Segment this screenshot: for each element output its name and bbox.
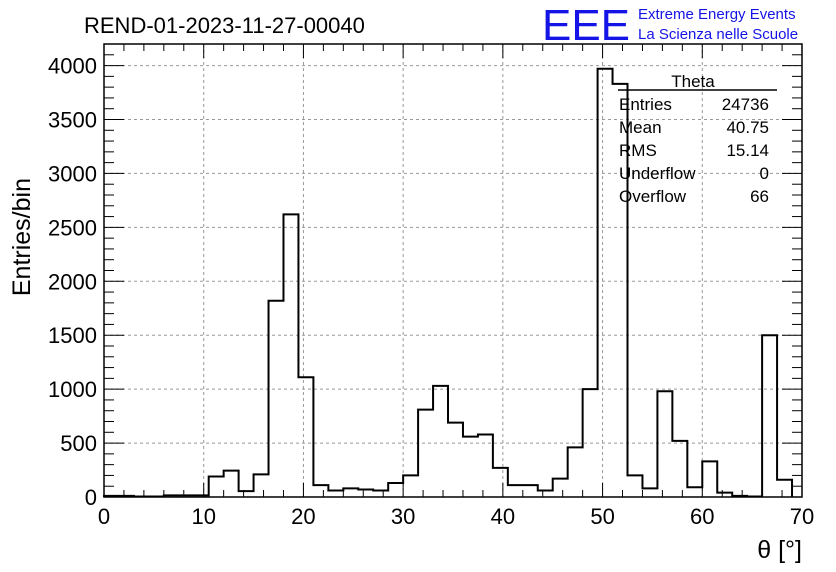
y-tick-label: 0 <box>85 485 97 510</box>
x-tick-label: 0 <box>98 504 110 529</box>
histogram-bin <box>403 475 418 497</box>
y-tick-label: 3500 <box>48 108 97 133</box>
stats-label-overflow: Overflow <box>619 187 687 206</box>
histogram-bin <box>702 461 717 497</box>
x-tick-label: 40 <box>491 504 515 529</box>
histogram-outline <box>103 67 794 498</box>
chart-title: REND-01-2023-11-27-00040 <box>84 13 365 38</box>
stats-label-mean: Mean <box>619 118 662 137</box>
histogram-bin <box>657 391 672 497</box>
histogram-bin <box>313 485 328 497</box>
grid <box>104 44 802 497</box>
y-tick-label: 1500 <box>48 323 97 348</box>
histogram-bin <box>687 487 702 497</box>
logo-line-2: La Scienza nelle Scuole <box>638 26 798 43</box>
stats-box: Theta Entries 24736 Mean 40.75 RMS 15.14… <box>618 72 777 206</box>
x-axis-title: θ [°] <box>757 536 802 564</box>
histogram-bin <box>388 483 403 497</box>
y-tick-label: 1000 <box>48 377 97 402</box>
histogram-bin <box>672 441 687 497</box>
y-tick-label: 500 <box>60 431 97 456</box>
y-axis-title: Entries/bin <box>8 178 36 296</box>
histogram-bin <box>283 214 298 497</box>
histogram-bin <box>418 410 433 497</box>
histogram-bin <box>298 377 313 497</box>
x-tick-label: 60 <box>690 504 714 529</box>
histogram-bin <box>343 488 358 497</box>
y-tick-label: 2000 <box>48 269 97 294</box>
y-tick-label: 4000 <box>48 54 97 79</box>
x-tick-label: 30 <box>391 504 415 529</box>
plot-frame <box>103 43 803 498</box>
axes: 0 10 20 30 40 50 60 70 0 500 1000 1500 2000 2500 3000 3… <box>48 43 814 529</box>
stats-label-underflow: Underflow <box>619 164 696 183</box>
histogram-bin <box>523 485 538 497</box>
eee-logo: EEE Extreme Energy Events La Scienza nel… <box>542 1 798 50</box>
x-tick-label: 70 <box>790 504 814 529</box>
histogram-bin <box>762 335 777 497</box>
stats-value-underflow: 0 <box>760 164 769 183</box>
histogram-bin <box>269 301 284 497</box>
histogram-bin <box>628 475 643 497</box>
histogram-bin <box>433 386 448 497</box>
logo-line-1: Extreme Energy Events <box>638 6 796 23</box>
stats-value-overflow: 66 <box>750 187 769 206</box>
x-tick-label: 50 <box>590 504 614 529</box>
histogram-bin <box>553 479 568 497</box>
stats-value-mean: 40.75 <box>726 118 769 137</box>
histogram-bin <box>358 489 373 497</box>
histogram-bin <box>224 471 239 497</box>
y-tick-label: 3000 <box>48 161 97 186</box>
histogram-bin <box>777 480 792 497</box>
histogram-bin <box>568 447 583 497</box>
histogram-bin <box>598 69 613 497</box>
stats-value-entries: 24736 <box>722 95 769 114</box>
histogram-bin <box>463 437 478 497</box>
stats-label-entries: Entries <box>619 95 672 114</box>
histogram-bin <box>478 434 493 497</box>
x-tick-label: 20 <box>291 504 315 529</box>
histogram-bin <box>254 474 269 497</box>
histogram-bin <box>448 423 463 497</box>
histogram-bin <box>642 488 657 497</box>
x-tick-label: 10 <box>191 504 215 529</box>
stats-title: Theta <box>671 72 715 91</box>
histogram-bin <box>508 485 523 497</box>
logo-mark: EEE <box>542 1 630 50</box>
stats-label-rms: RMS <box>619 141 657 160</box>
stats-value-rms: 15.14 <box>726 141 769 160</box>
histogram-bin <box>209 477 224 497</box>
y-tick-label: 2500 <box>48 215 97 240</box>
histogram-bars <box>103 67 794 498</box>
histogram-bin <box>493 468 508 497</box>
